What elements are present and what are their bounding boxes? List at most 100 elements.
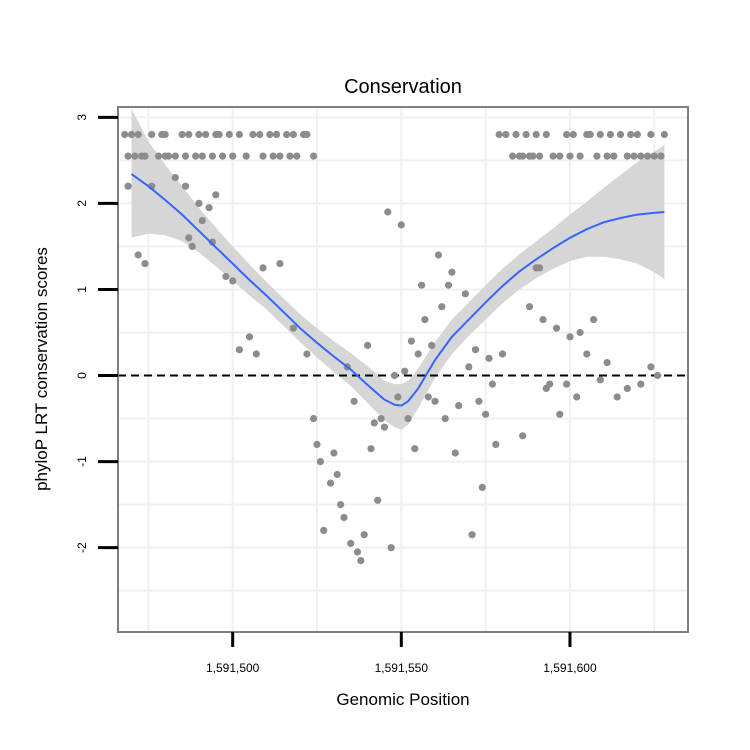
data-point [519,432,527,440]
data-point [566,152,574,160]
data-point [330,449,338,457]
data-point [539,316,547,324]
data-point [424,393,432,401]
data-point [647,363,655,371]
data-point [596,130,604,139]
data-point [596,376,604,384]
data-point [370,419,378,427]
data-point [229,152,237,160]
data-point [215,130,223,139]
data-point [603,359,611,367]
data-point [475,397,483,405]
data-point [208,238,216,246]
data-point [637,380,645,388]
data-point [289,324,297,332]
data-point [283,130,291,139]
y-tick-label: 0 [75,372,89,379]
data-point [418,281,426,289]
smooth-line-layer [130,173,665,407]
data-point [394,393,402,401]
y-axis-label: phyloP LRT conservation scores [32,247,51,491]
data-point [606,130,615,139]
data-point [451,449,459,457]
data-point [286,152,294,160]
data-point [165,152,173,160]
data-point [303,350,311,358]
data-point [141,152,149,160]
data-point [441,415,449,423]
gridlines [118,107,688,632]
y-tick-label: 1 [75,286,89,293]
data-point [438,303,446,311]
data-point [364,341,372,349]
data-point [522,130,530,139]
data-point [448,268,456,276]
data-point [337,501,345,509]
data-point [333,470,341,479]
data-point [266,130,274,139]
data-point [411,445,419,453]
data-point [245,333,254,341]
y-tick-label: -2 [75,542,89,553]
data-point [576,328,584,337]
data-point [340,513,348,522]
data-point [623,152,631,160]
x-tick-label: 1,591,550 [375,661,429,675]
data-point [259,264,267,272]
data-point [141,260,149,268]
data-point [455,402,463,410]
data-point [627,130,635,139]
data-point [465,363,473,371]
data-point [235,130,243,139]
y-axis-ticks: 3 2 1 0 -1 -2 [75,114,118,553]
data-point [468,531,476,539]
data-point [556,152,564,160]
data-point [482,410,490,418]
data-point [637,152,645,160]
points-layer [121,130,669,565]
data-point [347,539,355,548]
data-point [181,182,190,190]
data-point [569,130,577,139]
data-point [326,479,335,487]
data-point [178,130,186,139]
y-tick-label: 3 [75,114,89,121]
data-point [654,371,662,380]
data-point [259,152,267,160]
data-point [276,260,284,268]
data-point [313,440,321,448]
data-point [616,130,625,139]
data-point [310,152,318,160]
data-point [630,152,638,160]
smooth-line [130,173,665,407]
chart-title: Conservation [344,76,462,98]
data-point [219,152,227,160]
data-point [357,557,365,565]
data-point [414,350,422,358]
data-point [316,458,324,466]
data-point [492,440,500,448]
data-point [512,130,520,139]
data-point [525,303,534,311]
data-point [647,130,655,139]
data-point [633,130,642,139]
data-point [586,130,594,139]
data-point [195,130,203,139]
data-point [121,130,129,139]
data-point [181,152,190,160]
data-point [421,316,429,324]
data-point [131,152,139,160]
data-point [380,423,388,431]
data-point [198,152,206,160]
data-point [461,290,469,298]
data-point [478,483,486,491]
data-point [502,130,510,139]
data-point [563,130,571,139]
data-point [377,415,385,423]
data-point [431,397,439,405]
data-point [353,548,362,556]
data-point [471,346,480,354]
data-point [293,152,301,160]
data-point [360,531,368,539]
